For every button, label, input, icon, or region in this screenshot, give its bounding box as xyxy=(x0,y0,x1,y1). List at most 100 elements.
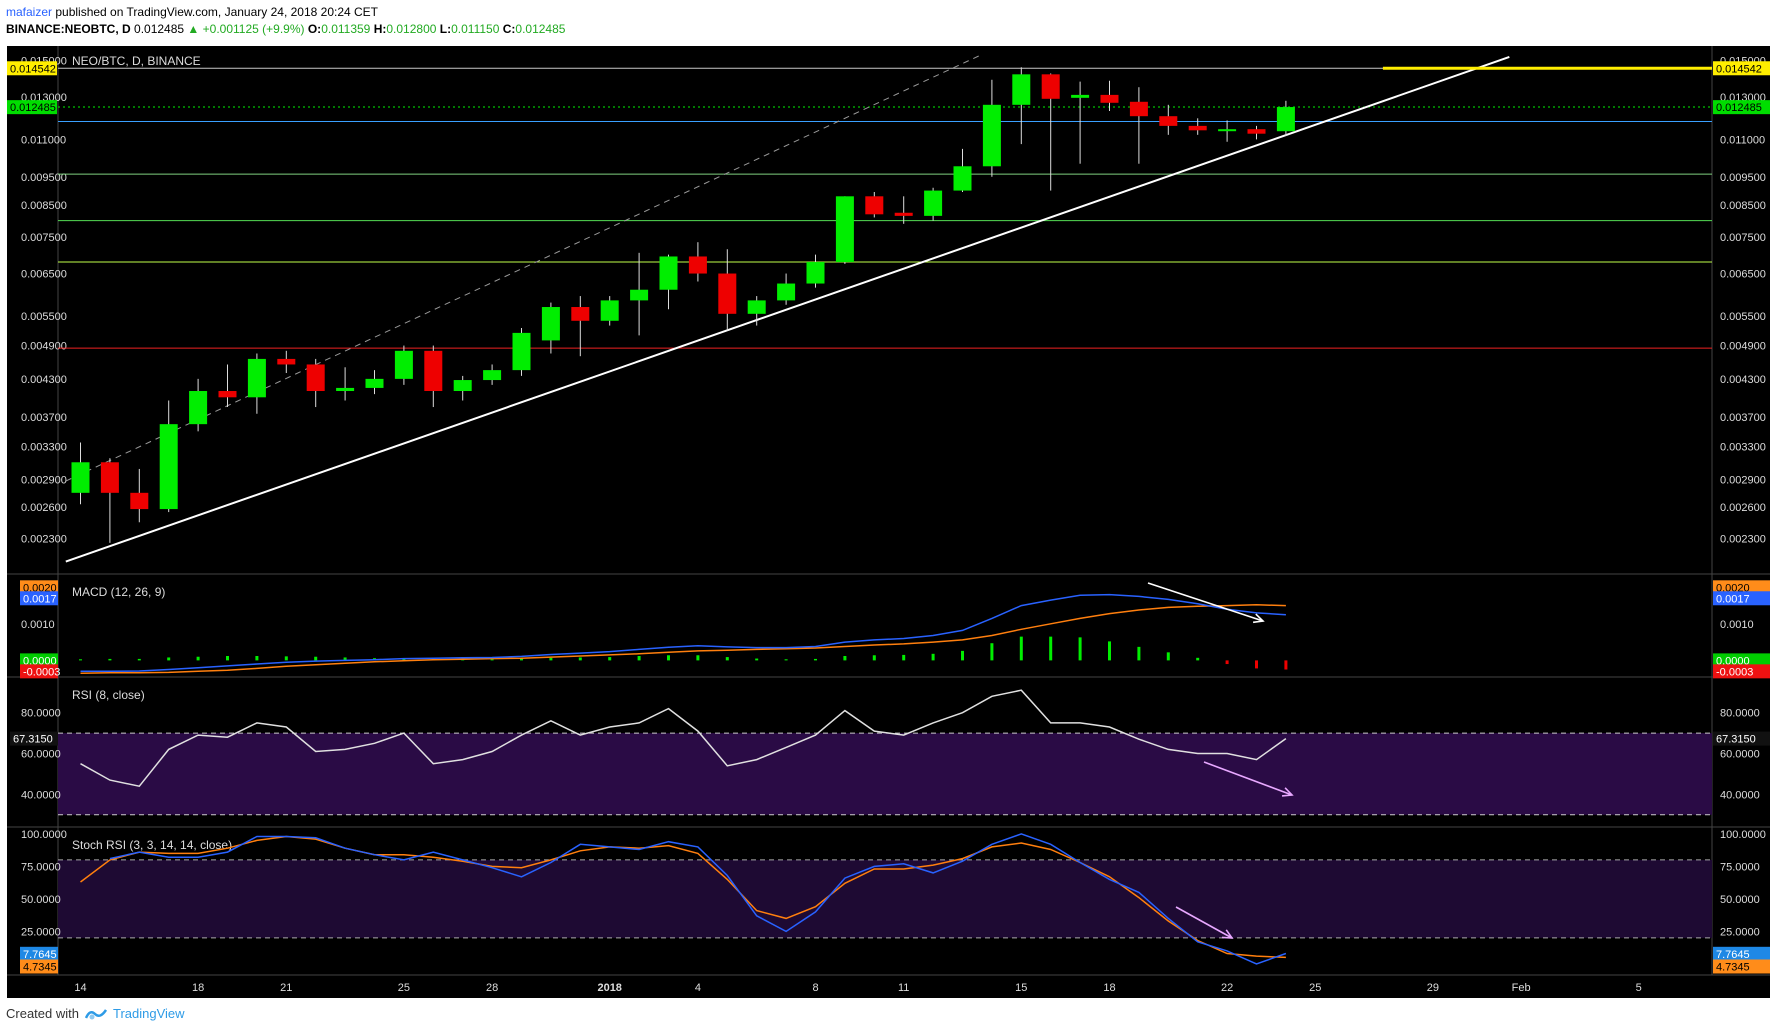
macd-hist-bar-37 xyxy=(1166,652,1170,661)
candle-9 xyxy=(336,367,355,401)
x-tick-13: 29 xyxy=(1427,982,1439,994)
candle-20 xyxy=(659,254,678,310)
candle-body xyxy=(483,370,502,381)
open-value: 0.011359 xyxy=(321,22,371,36)
price-tick-3-right: 0.009500 xyxy=(1720,172,1766,184)
candle-30 xyxy=(953,148,972,192)
candle-3 xyxy=(159,400,178,513)
price-tick-7-right: 0.005500 xyxy=(1720,311,1766,323)
candle-body xyxy=(835,196,854,263)
stoch-tick-0-left: 100.0000 xyxy=(21,829,67,841)
current-price-tag-right: 0.012485 xyxy=(1713,100,1770,115)
candle-body xyxy=(953,166,972,191)
macd-hist-bar-25 xyxy=(814,658,817,661)
macd-panel-title: MACD (12, 26, 9) xyxy=(72,585,165,599)
x-axis: 14 18 21 25 28 2018 4 8 11 15 18 22 25 29 Feb 5 xyxy=(74,982,1641,994)
candle-37 xyxy=(1159,104,1178,135)
footer: Created with TradingView xyxy=(6,1006,185,1021)
x-tick-1: 18 xyxy=(192,982,204,994)
candle-body xyxy=(1159,116,1178,126)
candle-23 xyxy=(747,296,766,326)
candle-body xyxy=(100,462,119,493)
rsi-tick-2-left: 40.0000 xyxy=(21,789,61,801)
macd-hist-bar-23 xyxy=(755,658,759,661)
rsi-band xyxy=(58,733,1712,815)
candle-17 xyxy=(571,296,590,357)
macd-tick-0-right: 0.0010 xyxy=(1720,619,1754,631)
price-tick-2-left: 0.011000 xyxy=(21,134,66,146)
x-tick-9: 15 xyxy=(1015,982,1027,994)
stoch-tick-1-right: 75.0000 xyxy=(1720,861,1760,873)
rsi-panel-title: RSI (8, close) xyxy=(72,688,145,702)
macd-hist-bar-2 xyxy=(137,658,141,661)
macd-hist-bar-20 xyxy=(667,655,670,661)
publish-line: mafaizer published on TradingView.com, J… xyxy=(6,4,565,21)
candle-35 xyxy=(1100,80,1119,111)
candle-36 xyxy=(1129,87,1148,164)
candle-34 xyxy=(1071,81,1090,164)
price-tick-4-right: 0.008500 xyxy=(1720,200,1766,212)
chart-canvas[interactable]: NEO/BTC, D, BINANCE0.0150000.0150000.013… xyxy=(0,40,1777,1002)
x-tick-4: 28 xyxy=(486,982,498,994)
price-tick-12-right: 0.002900 xyxy=(1720,474,1766,486)
current-price-tag-left: 0.012485 xyxy=(7,100,57,115)
macd-divergence-arrow-shaft xyxy=(1147,582,1264,622)
current-price-tag-left-bg xyxy=(7,100,57,115)
price-tick-2-right: 0.011000 xyxy=(1720,134,1765,146)
candle-29 xyxy=(924,187,943,221)
current-price-tag-left-text: 0.012485 xyxy=(10,102,56,114)
stoch-rsi-panel[interactable]: Stoch RSI (3, 3, 14, 14, close) 100.0000 1… xyxy=(20,829,1770,974)
candle-13 xyxy=(453,375,472,401)
candle-body xyxy=(336,387,355,392)
level-price-tag-right: 0.014542 xyxy=(1713,61,1770,76)
candle-31 xyxy=(982,79,1001,177)
candle-body xyxy=(894,212,913,216)
price-panel-title: NEO/BTC, D, BINANCE xyxy=(72,54,201,68)
publish-text: published on TradingView.com, January 24… xyxy=(52,5,379,19)
macd-value-tag-right-bg xyxy=(1713,591,1770,606)
candle-19 xyxy=(630,252,649,336)
price-tick-5-right: 0.007500 xyxy=(1720,232,1766,244)
candle-body xyxy=(365,378,384,388)
price-tick-10-left: 0.003700 xyxy=(21,412,67,424)
macd-hist-bar-19 xyxy=(637,656,641,661)
macd-hist-bar-14 xyxy=(490,659,494,661)
price-tick-9-right: 0.004300 xyxy=(1720,374,1766,386)
macd-value-tag-left: 0.0017 xyxy=(20,591,58,606)
price-tick-5-left: 0.007500 xyxy=(21,232,67,244)
candle-body xyxy=(747,300,766,314)
macd-value-tag-left-text: 0.0017 xyxy=(23,593,57,605)
stoch-k-tag-left-bg xyxy=(20,946,58,961)
stoch-d-tag-left: 4.7345 xyxy=(20,959,58,974)
close-value: 0.012485 xyxy=(515,22,566,36)
price-tick-3-left: 0.009500 xyxy=(21,172,67,184)
macd-hist-bar-18 xyxy=(608,657,612,661)
rsi-divergence-arrow xyxy=(1203,761,1294,797)
candle-body xyxy=(424,350,443,392)
macd-hist-bar-0 xyxy=(79,659,82,661)
stoch-tick-3-right: 25.0000 xyxy=(1720,926,1760,938)
candle-body xyxy=(1247,129,1266,134)
macd-hist-bar-9 xyxy=(343,657,347,661)
macd-value-tag-right: 0.0017 xyxy=(1713,591,1770,606)
level-price-tag-right-bg xyxy=(1713,61,1770,76)
candle-body xyxy=(571,307,590,321)
candle-5 xyxy=(218,364,237,408)
macd-hist-bar-4 xyxy=(196,656,200,661)
price-panel[interactable]: NEO/BTC, D, BINANCE0.0150000.0150000.013… xyxy=(7,54,1770,563)
macd-hist-tag-left: -0.0003 xyxy=(20,664,60,679)
candle-body xyxy=(659,256,678,290)
candle-body xyxy=(1071,94,1090,98)
price-tick-14-right: 0.002300 xyxy=(1720,533,1766,545)
author-link[interactable]: mafaizer xyxy=(6,5,53,19)
candle-0 xyxy=(71,442,90,505)
price-tick-7-left: 0.005500 xyxy=(21,311,67,323)
tradingview-link[interactable]: TradingView xyxy=(112,1006,185,1021)
rsi-panel[interactable]: RSI (8, close) 80.0000 80.0000 60.0000 60.00… xyxy=(10,688,1770,816)
price-tick-6-left: 0.006500 xyxy=(21,269,67,281)
annotations xyxy=(1147,582,1294,939)
level-price-tag-left-bg xyxy=(7,61,57,76)
macd-hist-bar-1 xyxy=(108,658,112,661)
stoch-d-tag-right: 4.7345 xyxy=(1713,959,1770,974)
